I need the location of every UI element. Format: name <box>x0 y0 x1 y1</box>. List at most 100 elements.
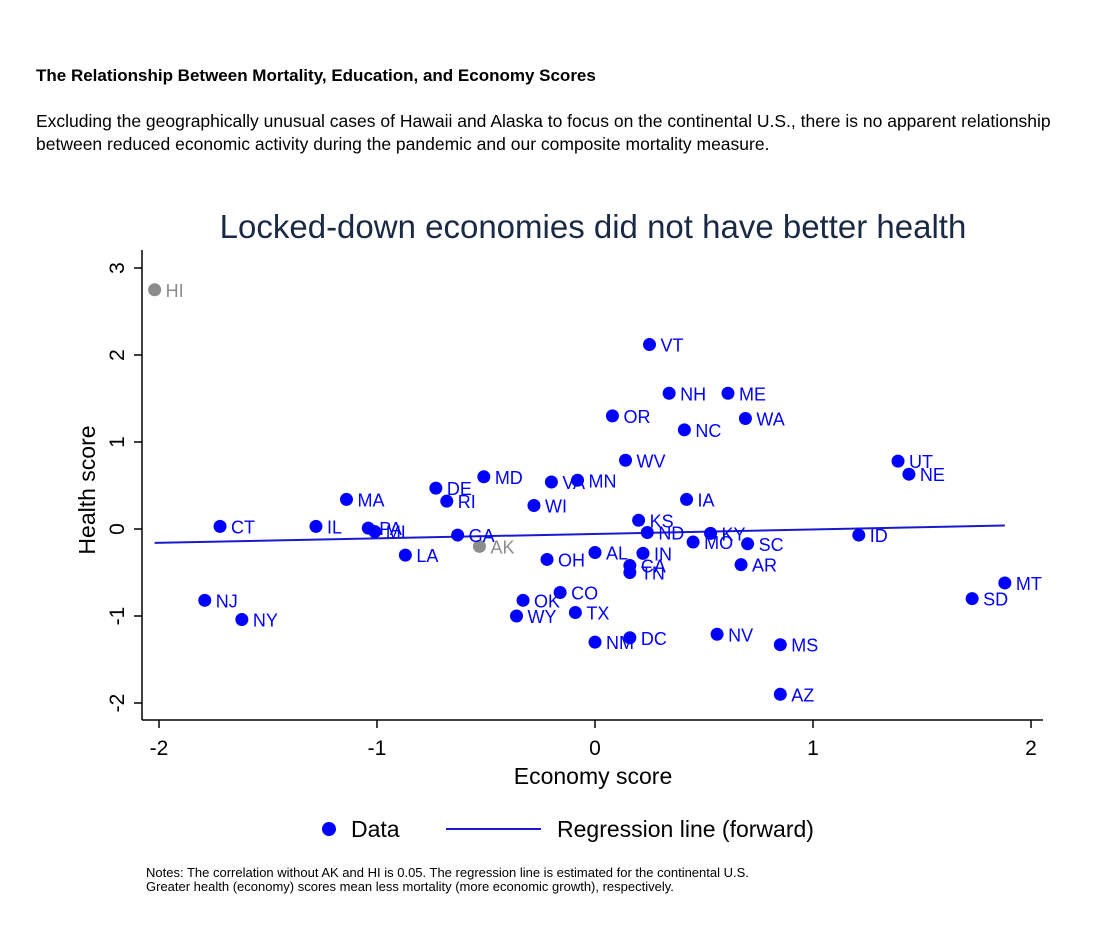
point-label-tx: TX <box>586 604 609 624</box>
point-label-ri: RI <box>458 492 476 512</box>
data-point-ia <box>680 492 694 506</box>
point-label-ar: AR <box>752 556 777 576</box>
data-point-vt <box>643 338 656 352</box>
data-point-az <box>773 687 787 701</box>
data-point-co <box>553 586 567 600</box>
chart-title: Locked-down economies did not have bette… <box>220 208 967 245</box>
point-label-md: MD <box>495 468 523 488</box>
point-label-wy: WY <box>528 607 557 627</box>
point-label-wa: WA <box>756 410 784 430</box>
regression-line <box>154 524 1005 544</box>
data-point-mi <box>368 525 382 539</box>
data-point-wv <box>619 453 633 467</box>
data-point-nh <box>662 386 676 400</box>
point-label-hi: HI <box>166 281 184 301</box>
point-label-ct: CT <box>231 517 255 537</box>
data-point-sc <box>741 537 755 551</box>
point-label-mn: MN <box>589 471 617 491</box>
data-point-nd <box>640 525 654 539</box>
point-label-ma: MA <box>357 490 384 510</box>
point-label-me: ME <box>739 384 766 404</box>
data-point-al <box>588 545 602 559</box>
point-label-de: DE <box>447 479 472 499</box>
x-axis-title: Economy score <box>514 763 673 789</box>
point-label-tn: TN <box>641 564 665 584</box>
y-tick-label: 2 <box>106 349 129 361</box>
point-label-sc: SC <box>759 535 784 555</box>
point-label-dc: DC <box>641 629 667 649</box>
data-point-md <box>477 470 491 484</box>
y-tick-label: -1 <box>106 607 129 626</box>
data-point-in <box>636 546 650 560</box>
point-label-ne: NE <box>920 465 945 485</box>
point-label-la: LA <box>416 546 438 566</box>
x-tick-label: 0 <box>589 737 601 760</box>
point-label-al: AL <box>606 543 628 563</box>
data-point-mo <box>686 535 700 549</box>
section-heading: The Relationship Between Mortality, Educ… <box>36 66 596 85</box>
point-label-ia: IA <box>698 490 715 510</box>
point-label-ok: OK <box>534 591 560 611</box>
data-point-ky <box>704 526 718 540</box>
data-point-mn <box>571 473 585 487</box>
point-label-nh: NH <box>680 384 706 404</box>
legend-data-marker <box>322 822 336 836</box>
data-point-ny <box>235 612 249 626</box>
point-label-mi: MI <box>386 523 406 543</box>
y-tick-label: 1 <box>106 436 129 448</box>
point-label-sd: SD <box>983 590 1008 610</box>
data-point-wi <box>527 499 541 513</box>
point-label-az: AZ <box>791 685 814 705</box>
point-label-il: IL <box>327 517 342 537</box>
data-point-ct <box>213 519 227 533</box>
data-point-il <box>309 519 323 533</box>
data-point-mt <box>998 576 1012 590</box>
data-point-ut <box>891 454 905 468</box>
data-point-oh <box>540 552 554 566</box>
data-point-me <box>721 386 735 400</box>
point-label-mt: MT <box>1016 574 1042 594</box>
data-point-dc <box>623 631 637 645</box>
point-label-vt: VT <box>661 336 684 356</box>
data-point-nj <box>198 593 212 607</box>
data-point-tn <box>623 566 637 579</box>
data-point-ok <box>516 593 530 607</box>
point-label-mo: MO <box>704 533 733 553</box>
point-label-ut: UT <box>909 452 933 472</box>
data-point-ga <box>451 528 465 542</box>
x-tick-label: 1 <box>807 737 819 760</box>
data-point-ri <box>440 494 454 508</box>
x-tick-label: -2 <box>150 737 169 760</box>
data-point-ar <box>734 558 748 572</box>
y-tick-label: 3 <box>106 262 129 274</box>
data-point-nc <box>677 423 691 437</box>
data-point-wy <box>510 609 524 623</box>
data-point-la <box>398 548 412 562</box>
data-point-tx <box>568 606 582 620</box>
point-label-pa: PA <box>379 519 402 539</box>
point-label-nd: ND <box>658 523 684 543</box>
point-label-in: IN <box>654 544 672 564</box>
point-label-wv: WV <box>637 451 666 471</box>
point-label-ga: GA <box>469 526 495 546</box>
data-point-hi <box>148 283 162 297</box>
point-label-wi: WI <box>545 497 567 517</box>
chart-note-1: Notes: The correlation without AK and HI… <box>146 865 749 880</box>
x-tick-label: -1 <box>368 737 387 760</box>
point-label-ms: MS <box>791 636 818 656</box>
intro-paragraph: Excluding the geographically unusual cas… <box>36 111 1051 154</box>
plot-area: HIAKVTNHMEORWANCWVUTNEMDVAMNDERIMAWIIAKS… <box>148 281 1042 705</box>
data-point-nv <box>710 627 724 641</box>
legend: Data Regression line (forward) <box>322 816 814 842</box>
point-label-id: ID <box>870 526 888 546</box>
point-label-ak: AK <box>490 537 514 557</box>
data-point-de <box>429 481 443 495</box>
data-point-ma <box>339 492 353 506</box>
point-label-or: OR <box>623 407 650 427</box>
data-point-va <box>544 475 558 489</box>
data-point-ks <box>632 513 646 527</box>
data-point-sd <box>965 592 979 606</box>
point-label-ca: CA <box>641 557 666 577</box>
point-label-co: CO <box>571 584 598 604</box>
